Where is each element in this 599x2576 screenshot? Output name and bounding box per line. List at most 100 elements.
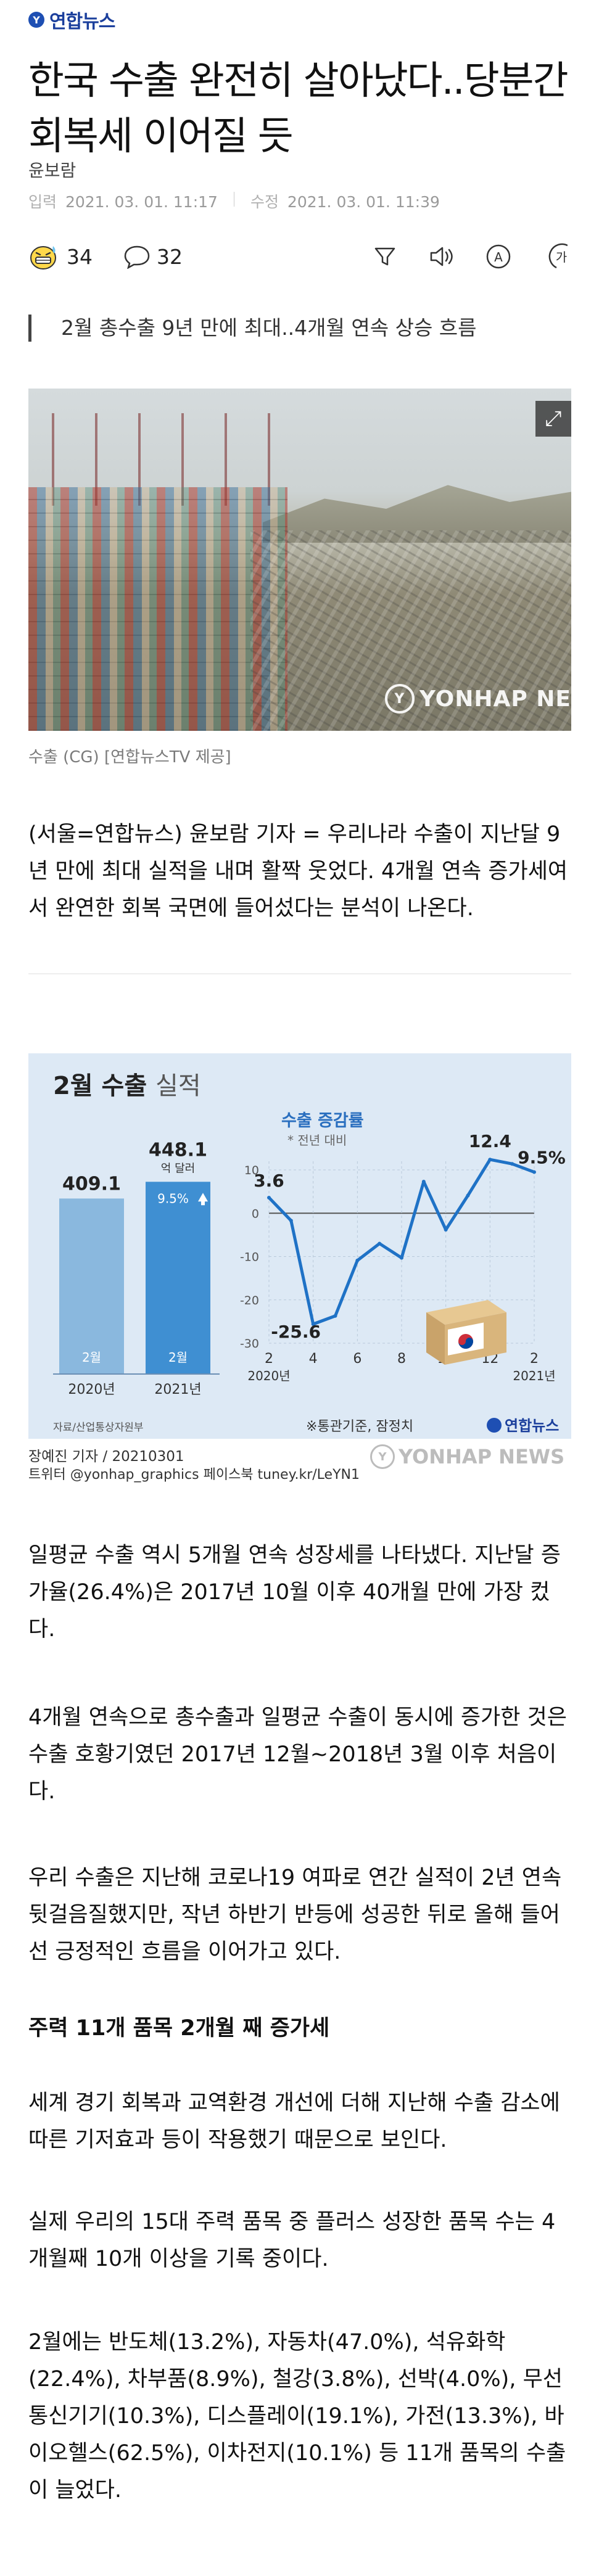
bar-unit-label: 억 달러 [161,1162,195,1175]
brand-mark-icon [487,1418,502,1433]
section-heading: 주력 11개 품목 2개월 째 증가세 [28,2016,330,2041]
data-point-4 [355,1258,360,1262]
data-point-9 [466,1193,470,1198]
edit-date: 2021. 03. 01. 11:39 [287,193,440,211]
divider [28,973,571,974]
y-tick-0: 10 [244,1164,259,1177]
listen-button[interactable] [426,241,458,273]
input-date-group: 입력 2021. 03. 01. 11:17 [28,190,218,212]
infographic-heading: 2월 수출 실적 [53,1066,201,1101]
data-label-1: -25.6 [271,1322,321,1342]
infographic-brand: 연합뉴스 [487,1417,559,1434]
article-title: 한국 수출 완전히 살아났다..당분간 회복세 이어질 듯 [28,58,569,158]
photo-watermark-text: YONHAP NE [419,686,571,712]
article-subtitle: 2월 총수출 9년 만에 최대..4개월 연속 상승 흐름 [28,315,477,342]
photo-caption: 수출 (CG) [연합뉴스TV 제공] [28,748,231,767]
data-point-11 [510,1162,514,1166]
bar-1 [146,1182,210,1374]
x-year-start: 2020년 [247,1368,290,1383]
bar-year-label-1: 2021년 [154,1382,201,1397]
action-bar: 34 32 A 가 [28,238,571,275]
x-tick-6: 2 [530,1351,539,1367]
comment-bubble-icon [124,245,150,269]
graphic-watermark: Y YONHAP NEWS [370,1444,564,1469]
infographic-source: 자료/산업통상자원부 [53,1422,144,1434]
logo-mark-icon: Y [28,12,44,28]
export-infographic[interactable]: 2월 수출 실적 409.1 2월 2020년 448.1 2월 2021년 억 달러 9.5… [28,1053,571,1439]
x-tick-1: 4 [309,1351,318,1367]
infographic-footnote: ※통관기준, 잠정치 [306,1419,413,1434]
expand-icon[interactable]: ⤢ [535,401,571,437]
y-tick-3: -20 [240,1294,259,1307]
logo-text: 연합뉴스 [49,11,115,33]
reaction-button[interactable]: 34 [28,242,93,271]
line-chart: 100-10-20-302468101222020년2021년3.6-25.61… [240,1131,566,1383]
paragraph-3: 4개월 연속으로 총수출과 일평균 수출이 동시에 증가한 것은 수출 호황기였… [28,1705,567,1804]
watermark-logo-icon: Y [370,1444,395,1469]
data-point-0 [267,1196,271,1200]
paragraph-6: 실제 우리의 15대 주력 품목 중 플러스 성장한 품목 수는 4개월째 10… [28,2210,556,2271]
comment-count: 32 [157,244,183,269]
data-point-7 [421,1180,426,1184]
x-year-end: 2021년 [513,1368,555,1383]
bar-year-label-0: 2020년 [68,1382,115,1397]
bar-chart: 409.1 2월 2020년 448.1 2월 2021년 억 달러 9.5% [53,1139,220,1397]
filter-button[interactable] [369,241,401,273]
data-point-10 [488,1158,492,1162]
x-tick-0: 2 [265,1351,273,1367]
svg-text:A: A [494,250,503,265]
y-tick-4: -30 [240,1337,259,1351]
data-point-6 [400,1256,403,1260]
bar-month-label-1: 2월 [168,1350,188,1365]
data-point-12 [532,1170,536,1174]
paragraph-2: 일평균 수출 역시 5개월 연속 성장세를 나타냈다. 지난달 증가율(26.4… [28,1543,561,1642]
speaker-icon [430,247,453,266]
line-chart-title: 수출 증감률 [281,1111,364,1130]
bar-value-label-0: 409.1 [62,1173,121,1195]
toolbar: A 가 [369,241,571,273]
article-dates: 입력 2021. 03. 01. 11:17 수정 2021. 03. 01. … [28,190,440,212]
font-size-button[interactable]: A [482,241,514,273]
x-tick-3: 8 [397,1351,406,1367]
comment-button[interactable]: 32 [123,244,183,269]
font-size-icon: A [486,244,511,269]
data-point-1 [289,1219,293,1223]
author-name[interactable]: 윤보람 [28,160,76,181]
x-tick-2: 6 [353,1351,361,1367]
photo-containers [28,487,287,731]
article-photo[interactable]: ⤢ Y YONHAP NE [28,389,571,731]
graphic-credit: 장예진 기자 / 20210301 [28,1449,184,1465]
infographic-heading-bold: 2월 수출 [53,1072,147,1100]
graphic-watermark-text: YONHAP NEWS [399,1445,565,1468]
filter-funnel-icon [374,247,395,266]
paragraph-7: 2월에는 반도체(13.2%), 자동차(47.0%), 석유화학(22.4%)… [28,2330,566,2503]
bar-0 [59,1198,124,1374]
data-point-2 [311,1322,315,1327]
y-tick-2: -10 [240,1251,259,1264]
data-point-8 [444,1227,448,1232]
edit-date-group: 수정 2021. 03. 01. 11:39 [250,190,440,212]
infographic-brand-text: 연합뉴스 [505,1417,559,1434]
yonhap-logo[interactable]: Y 연합뉴스 [28,6,115,33]
input-date-label: 입력 [28,193,57,211]
growth-badge: 9.5% [157,1191,189,1206]
reaction-count: 34 [67,244,93,269]
svg-text:가: 가 [556,250,567,265]
export-box-icon [426,1300,506,1365]
translate-button[interactable]: 가 [539,241,571,273]
growth-arrow-icon [198,1193,208,1206]
data-label-3: 9.5% [518,1148,566,1168]
graphic-social: 트위터 @yonhap_graphics 페이스북 tuney.kr/LeYN1 [28,1467,360,1483]
reaction-emoji-icon [30,246,56,270]
paragraph-5: 세계 경기 회복과 교역환경 개선에 더해 지난해 수출 감소에 따른 기저효과… [28,2091,560,2152]
paragraph-1: (서울=연합뉴스) 윤보람 기자 = 우리나라 수출이 지난달 9년 만에 최대… [28,822,568,921]
edit-date-label: 수정 [250,193,279,211]
input-date: 2021. 03. 01. 11:17 [65,193,218,211]
infographic-heading-light: 실적 [155,1072,201,1100]
line-chart-subtitle: * 전년 대비 [287,1133,347,1148]
paragraph-4: 우리 수출은 지난해 코로나19 여파로 연간 실적이 2년 연속 뒷걸음질했지… [28,1866,562,1964]
data-point-5 [378,1241,382,1246]
translate-icon: 가 [548,243,568,269]
data-point-3 [333,1314,337,1318]
photo-watermark: Y YONHAP NE [384,684,571,714]
